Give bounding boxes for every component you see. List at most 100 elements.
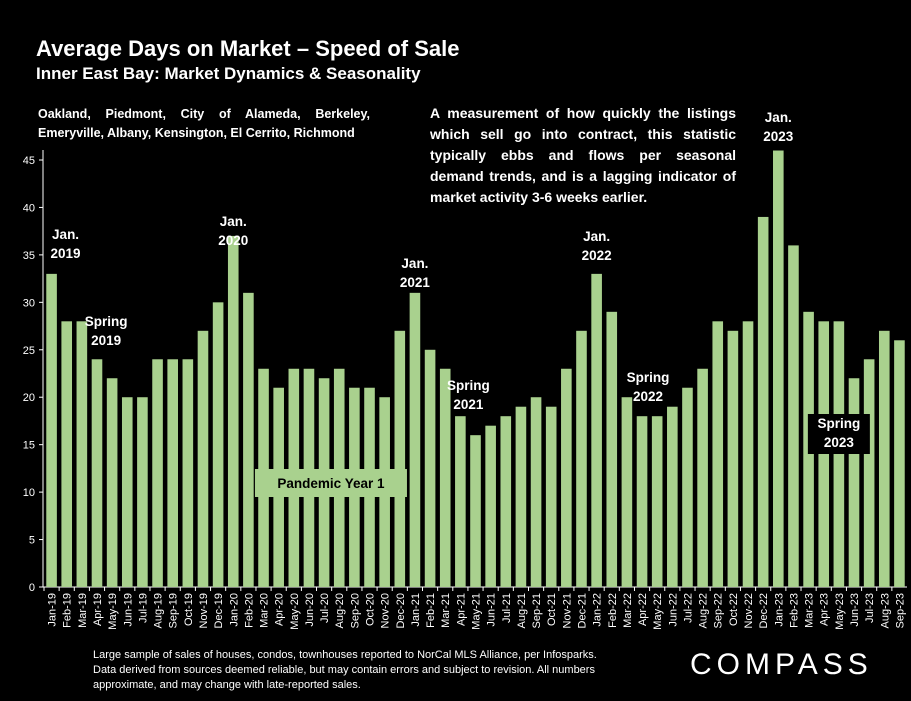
season-annotation: 2022	[582, 248, 612, 263]
bar	[46, 273, 57, 587]
x-tick-label: May-20	[289, 593, 301, 630]
season-annotation: 2021	[453, 397, 484, 412]
y-tick-label: 40	[23, 202, 35, 214]
bar	[606, 311, 618, 587]
bar	[682, 387, 693, 587]
season-annotation: Jan.	[52, 227, 79, 242]
bar	[212, 302, 224, 587]
bar	[76, 321, 88, 587]
x-tick-label: Sep-21	[531, 593, 543, 628]
x-tick-label: Jul-20	[319, 593, 331, 623]
x-tick-label: Jun-21	[486, 593, 498, 627]
bar	[727, 330, 739, 587]
x-tick-label: Oct-21	[546, 593, 558, 626]
y-tick-label: 30	[23, 297, 35, 309]
x-tick-label: Mar-21	[440, 593, 452, 628]
bar	[651, 416, 663, 587]
x-tick-label: Apr-23	[819, 593, 831, 626]
bar	[576, 330, 587, 587]
season-annotation: Spring	[817, 416, 860, 431]
bar	[470, 435, 481, 587]
x-tick-label: Feb-20	[243, 593, 255, 628]
x-tick-label: Feb-19	[62, 593, 74, 628]
bar	[394, 330, 406, 587]
x-tick-label: Jun-20	[304, 593, 316, 627]
x-tick-label: Jul-23	[864, 593, 876, 623]
bar	[545, 406, 557, 587]
footnote: Large sample of sales of houses, condos,…	[93, 649, 597, 691]
season-annotation: Jan.	[401, 256, 428, 271]
x-tick-label: Apr-20	[274, 593, 286, 626]
x-tick-label: Aug-20	[334, 593, 346, 628]
x-tick-label: Nov-20	[380, 593, 392, 628]
bar	[91, 359, 103, 587]
y-tick-label: 20	[23, 392, 35, 404]
bar	[61, 321, 73, 587]
bar	[121, 397, 133, 587]
season-annotation: 2021	[400, 275, 431, 290]
bar	[894, 340, 905, 587]
x-tick-label: Feb-21	[425, 593, 437, 628]
x-tick-label: May-22	[652, 593, 664, 630]
x-tick-label: Nov-21	[561, 593, 573, 628]
chart-subtitle: Inner East Bay: Market Dynamics & Season…	[36, 64, 421, 83]
bar	[106, 378, 118, 587]
bar	[621, 397, 633, 587]
cities-list: Oakland, Piedmont, City of Alameda, Berk…	[38, 107, 370, 140]
pandemic-label: Pandemic Year 1	[277, 476, 385, 491]
compass-logo: COMPASS	[690, 648, 873, 681]
x-tick-label: Nov-22	[743, 593, 755, 628]
bar	[757, 216, 769, 587]
bar	[530, 397, 542, 587]
x-tick-label: Jun-22	[667, 593, 679, 627]
x-tick-label: Nov-19	[198, 593, 210, 628]
season-annotation: Jan.	[765, 110, 792, 125]
x-tick-label: Dec-20	[395, 593, 407, 628]
pandemic-label-box	[254, 469, 407, 497]
x-tick-label: Mar-20	[259, 593, 271, 628]
y-tick-label: 45	[23, 155, 35, 167]
season-annotation: 2022	[633, 389, 663, 404]
y-tick-label: 35	[23, 250, 35, 262]
season-annotation: 2019	[51, 246, 81, 261]
bar	[636, 416, 648, 587]
bar	[833, 321, 845, 587]
bar	[773, 150, 784, 587]
bar	[167, 359, 178, 587]
bar	[788, 245, 799, 587]
bar	[197, 330, 209, 587]
bar	[667, 406, 678, 587]
x-tick-label: Jul-22	[682, 593, 694, 623]
x-tick-label: Dec-19	[213, 593, 225, 628]
season-annotation: Jan.	[583, 229, 610, 244]
x-tick-label: May-21	[471, 593, 483, 630]
bar	[848, 378, 860, 587]
bar	[409, 292, 421, 587]
x-tick-label: Apr-19	[92, 593, 104, 626]
x-tick-label: Mar-19	[77, 593, 89, 628]
x-tick-label: Sep-19	[168, 593, 180, 628]
x-tick-label: Jan-23	[773, 593, 785, 627]
y-tick-label: 5	[29, 535, 35, 547]
y-tick-label: 15	[23, 440, 35, 452]
bar	[439, 368, 451, 587]
season-annotation: 2023	[763, 129, 794, 144]
x-tick-label: Oct-19	[183, 593, 195, 626]
season-annotation: 2020	[218, 233, 248, 248]
x-tick-label: Jan-21	[410, 593, 422, 627]
x-tick-label: Mar-22	[622, 593, 634, 628]
bar	[500, 416, 512, 587]
bar	[455, 416, 466, 587]
spring-2023-label-box	[807, 414, 870, 454]
bar	[561, 368, 572, 587]
bar	[182, 359, 194, 587]
y-tick-label: 25	[23, 345, 35, 357]
x-tick-label: Oct-20	[365, 593, 377, 626]
bar	[485, 425, 496, 587]
x-tick-label: Dec-21	[576, 593, 588, 628]
x-tick-label: Sep-20	[349, 593, 361, 628]
bar	[742, 321, 754, 587]
x-tick-label: Mar-23	[804, 593, 816, 628]
x-tick-label: Aug-22	[698, 593, 710, 628]
